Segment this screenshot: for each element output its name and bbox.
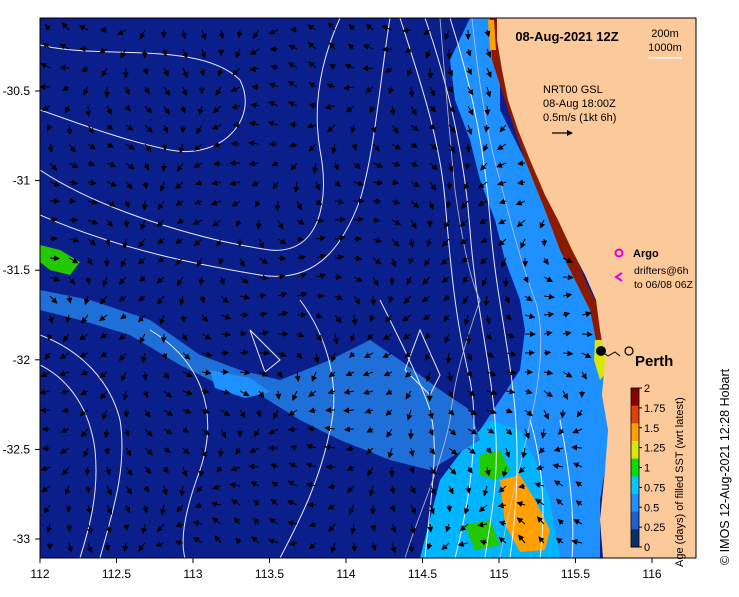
current-arrow xyxy=(277,201,278,211)
colorbar-segment xyxy=(631,494,639,512)
current-time-label: 08-Aug 18:00Z xyxy=(543,98,616,110)
current-arrow xyxy=(344,410,354,411)
current-arrow xyxy=(144,201,145,210)
current-arrow xyxy=(562,410,563,418)
x-tick-label: 113.5 xyxy=(255,567,284,581)
y-tick-label: -32.5 xyxy=(3,442,31,456)
current-arrow xyxy=(544,239,545,246)
colorbar-segment xyxy=(631,512,639,530)
current-arrow xyxy=(50,238,57,239)
colorbar-tick-label: 1.5 xyxy=(644,423,659,435)
y-axis-ticks: -30.5 -31 -31.5 -32 -32.5 -33 xyxy=(3,84,40,546)
current-arrow xyxy=(220,258,221,264)
current-arrow xyxy=(354,543,355,551)
current-arrow xyxy=(373,220,379,221)
current-arrow xyxy=(297,239,303,240)
drifters-legend-line1: drifters@6h xyxy=(634,265,689,277)
current-arrow xyxy=(430,68,431,78)
y-tick-label: -33 xyxy=(13,532,31,546)
current-arrow xyxy=(88,106,89,116)
colorbar-tick-label: 1.25 xyxy=(644,443,665,455)
x-tick-label: 113 xyxy=(183,567,202,581)
current-arrow xyxy=(563,277,573,278)
current-arrow xyxy=(544,352,550,353)
colorbar-tick-label: 0.5 xyxy=(644,502,659,514)
argo-legend-label: Argo xyxy=(633,248,659,260)
colorbar-segment xyxy=(631,441,639,459)
current-arrow xyxy=(449,182,450,189)
colorbar-segment xyxy=(631,476,639,494)
x-axis-ticks: 112 112.5 113 113.5 114 114.5 115 115.5 116 xyxy=(30,558,661,581)
colorbar-segment xyxy=(631,406,639,424)
colorbar-segment xyxy=(631,423,639,441)
x-tick-label: 115.5 xyxy=(561,567,590,581)
perth-label: Perth xyxy=(635,353,673,370)
y-tick-label: -30.5 xyxy=(3,84,31,98)
x-tick-label: 112.5 xyxy=(102,567,131,581)
depth-legend-200m: 200m xyxy=(651,28,679,40)
current-arrow xyxy=(373,296,374,305)
x-tick-label: 112 xyxy=(30,567,49,581)
current-arrow xyxy=(88,486,89,493)
credit-text: © IMOS 12-Aug-2021 12:28 Hobart xyxy=(718,368,732,565)
current-arrow xyxy=(383,49,392,50)
colorbar-tick-label: 1.75 xyxy=(644,403,665,415)
y-tick-label: -31 xyxy=(13,174,31,188)
colorbar-segment xyxy=(631,459,639,477)
current-arrow xyxy=(88,277,89,284)
x-tick-label: 116 xyxy=(642,567,661,581)
current-arrow xyxy=(221,448,222,456)
current-arrow xyxy=(107,448,108,454)
current-scale-label: 0.5m/s (1kt 6h) xyxy=(543,112,616,124)
x-tick-label: 114.5 xyxy=(408,567,437,581)
current-arrow xyxy=(145,49,146,58)
colorbar-segment xyxy=(631,388,639,406)
current-arrow xyxy=(582,334,592,335)
colorbar-tick-label: 2 xyxy=(644,383,650,395)
current-source-label: NRT00 GSL xyxy=(543,84,603,96)
colorbar-tick-label: 0.25 xyxy=(644,522,665,534)
current-arrow xyxy=(525,353,534,354)
current-arrow xyxy=(145,372,146,380)
x-tick-label: 115 xyxy=(489,567,508,581)
map-title: 08-Aug-2021 12Z xyxy=(515,29,618,44)
current-arrow xyxy=(259,220,260,229)
y-tick-label: -32 xyxy=(13,353,31,367)
colorbar-tick-label: 1 xyxy=(644,463,650,475)
current-arrow xyxy=(50,258,59,259)
colorbar-tick-label: 0.75 xyxy=(644,482,665,494)
colorbar-tick-label: 0 xyxy=(644,542,650,554)
depth-legend-1000m: 1000m xyxy=(648,42,682,54)
colorbar-segment xyxy=(631,529,639,547)
drifters-legend-line2: to 06/08 06Z xyxy=(634,279,694,291)
y-tick-label: -31.5 xyxy=(3,263,31,277)
x-tick-label: 114 xyxy=(336,567,355,581)
colorbar-title: Age (days) of filled SST (wrt latest) xyxy=(674,397,686,567)
